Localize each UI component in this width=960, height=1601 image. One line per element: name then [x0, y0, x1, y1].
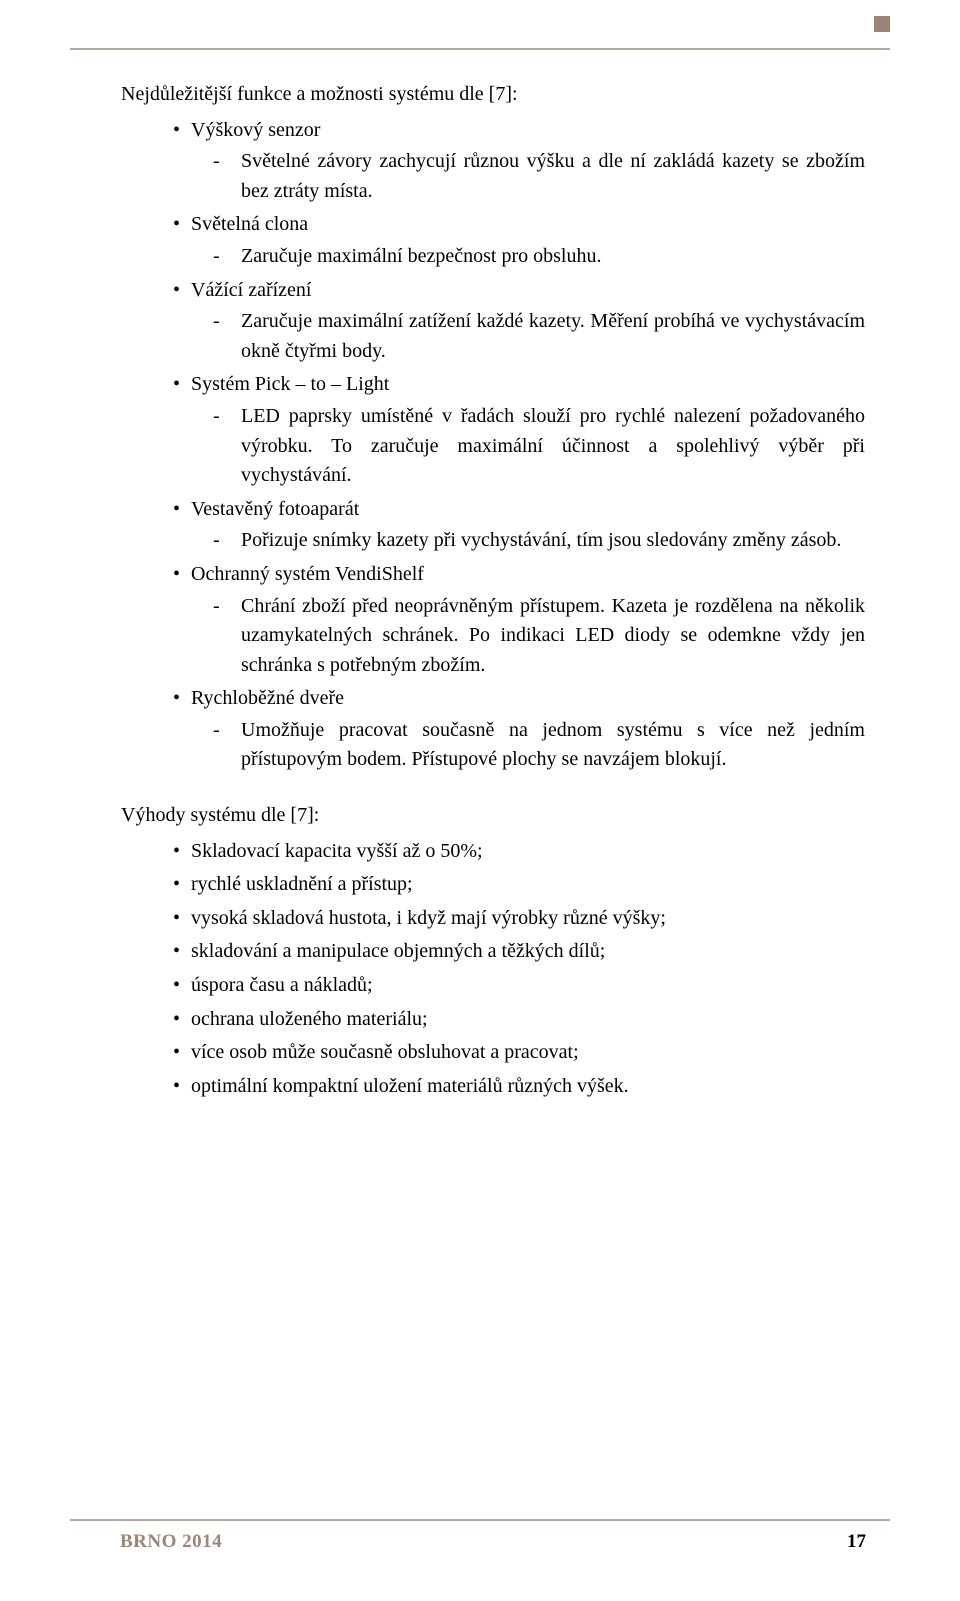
bullet-dot: •: [173, 276, 191, 306]
advantages-title: Výhody systému dle [7]:: [121, 801, 865, 831]
intro-line: Nejdůležitější funkce a možnosti systému…: [121, 80, 865, 110]
bullet-dot: •: [173, 210, 191, 240]
feature-title: Ochranný systém VendiShelf: [191, 560, 865, 590]
bullet-dot: •: [173, 116, 191, 146]
advantages-list: •Skladovací kapacita vyšší až o 50%; •ry…: [121, 837, 865, 1102]
bullet-dot: •: [173, 560, 191, 590]
footer-page-number: 17: [847, 1531, 890, 1553]
advantage-item: •skladování a manipulace objemných a těž…: [173, 937, 865, 967]
bullet-dot: •: [173, 684, 191, 714]
dash-mark: -: [213, 592, 241, 622]
bullet-dot: •: [173, 1072, 191, 1102]
bullet-dot: •: [173, 870, 191, 900]
dash-mark: -: [213, 402, 241, 432]
dash-mark: -: [213, 716, 241, 746]
bullet-dot: •: [173, 1005, 191, 1035]
advantage-item: •úspora času a nákladů;: [173, 971, 865, 1001]
feature-item: •Vážící zařízení -Zaručuje maximální zat…: [173, 276, 865, 367]
bullet-dot: •: [173, 904, 191, 934]
content: Nejdůležitější funkce a možnosti systému…: [121, 80, 865, 1101]
feature-item: •Rychloběžné dveře -Umožňuje pracovat so…: [173, 684, 865, 775]
page: Nejdůležitější funkce a možnosti systému…: [0, 0, 960, 1601]
advantage-item: •více osob může současně obsluhovat a pr…: [173, 1038, 865, 1068]
feature-title: Rychloběžné dveře: [191, 684, 865, 714]
bullet-dot: •: [173, 1038, 191, 1068]
feature-title: Světelná clona: [191, 210, 865, 240]
feature-item: •Systém Pick – to – Light -LED paprsky u…: [173, 370, 865, 490]
advantage-text: úspora času a nákladů;: [191, 971, 865, 1001]
feature-item: •Výškový senzor -Světelné závory zachycu…: [173, 116, 865, 207]
feature-desc: Chrání zboží před neoprávněným přístupem…: [241, 592, 865, 681]
feature-dash: -Zaručuje maximální zatížení každé kazet…: [213, 307, 865, 366]
feature-title: Systém Pick – to – Light: [191, 370, 865, 400]
advantage-item: •rychlé uskladnění a přístup;: [173, 870, 865, 900]
advantage-text: skladování a manipulace objemných a těžk…: [191, 937, 865, 967]
feature-item: •Světelná clona -Zaručuje maximální bezp…: [173, 210, 865, 271]
feature-desc: Umožňuje pracovat současně na jednom sys…: [241, 716, 865, 775]
feature-desc: Světelné závory zachycují různou výšku a…: [241, 147, 865, 206]
feature-title: Vestavěný fotoaparát: [191, 495, 865, 525]
feature-desc: Pořizuje snímky kazety při vychystávání,…: [241, 526, 865, 556]
advantage-text: Skladovací kapacita vyšší až o 50%;: [191, 837, 865, 867]
feature-item: •Ochranný systém VendiShelf -Chrání zbož…: [173, 560, 865, 680]
advantage-text: rychlé uskladnění a přístup;: [191, 870, 865, 900]
feature-dash: -LED paprsky umístěné v řadách slouží pr…: [213, 402, 865, 491]
dash-mark: -: [213, 307, 241, 337]
feature-dash: -Pořizuje snímky kazety při vychystávání…: [213, 526, 865, 556]
footer-rule: [70, 1519, 890, 1521]
feature-item: •Vestavěný fotoaparát -Pořizuje snímky k…: [173, 495, 865, 556]
advantage-text: více osob může současně obsluhovat a pra…: [191, 1038, 865, 1068]
feature-desc: Zaručuje maximální bezpečnost pro obsluh…: [241, 242, 865, 272]
advantage-item: •optimální kompaktní uložení materiálů r…: [173, 1072, 865, 1102]
advantage-text: vysoká skladová hustota, i když mají výr…: [191, 904, 865, 934]
feature-desc: LED paprsky umístěné v řadách slouží pro…: [241, 402, 865, 491]
bullet-dot: •: [173, 370, 191, 400]
feature-title: Výškový senzor: [191, 116, 865, 146]
feature-dash: -Zaručuje maximální bezpečnost pro obslu…: [213, 242, 865, 272]
feature-dash: -Chrání zboží před neoprávněným přístupe…: [213, 592, 865, 681]
feature-dash: -Umožňuje pracovat současně na jednom sy…: [213, 716, 865, 775]
bullet-dot: •: [173, 837, 191, 867]
footer-left: BRNO 2014: [70, 1531, 222, 1553]
dash-mark: -: [213, 147, 241, 177]
top-rule: [70, 48, 890, 50]
footer: BRNO 2014 17: [70, 1519, 890, 1553]
corner-mark: [874, 16, 890, 32]
feature-dash: -Světelné závory zachycují různou výšku …: [213, 147, 865, 206]
feature-title: Vážící zařízení: [191, 276, 865, 306]
bullet-dot: •: [173, 971, 191, 1001]
bullet-dot: •: [173, 495, 191, 525]
feature-desc: Zaručuje maximální zatížení každé kazety…: [241, 307, 865, 366]
advantage-text: ochrana uloženého materiálu;: [191, 1005, 865, 1035]
dash-mark: -: [213, 242, 241, 272]
advantage-item: •vysoká skladová hustota, i když mají vý…: [173, 904, 865, 934]
features-list: •Výškový senzor -Světelné závory zachycu…: [121, 116, 865, 775]
advantage-text: optimální kompaktní uložení materiálů rů…: [191, 1072, 865, 1102]
advantage-item: •Skladovací kapacita vyšší až o 50%;: [173, 837, 865, 867]
bullet-dot: •: [173, 937, 191, 967]
dash-mark: -: [213, 526, 241, 556]
advantage-item: •ochrana uloženého materiálu;: [173, 1005, 865, 1035]
